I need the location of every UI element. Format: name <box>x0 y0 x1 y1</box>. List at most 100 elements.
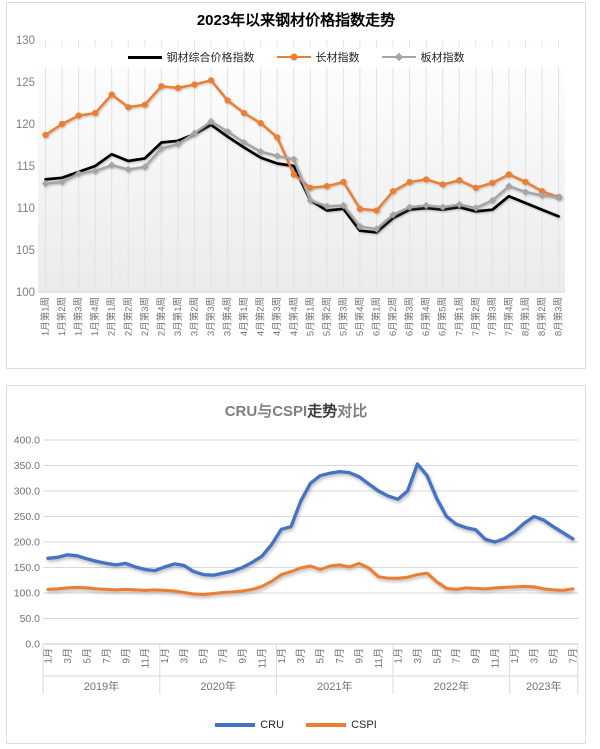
x-tick-label: 3月第1周 <box>172 297 184 336</box>
x-tick-label: 9月 <box>237 648 249 664</box>
data-point-marker <box>323 183 330 190</box>
steel-chart-title: 2023年以来钢材价格指数走势 <box>196 12 396 29</box>
data-point-marker <box>174 84 181 91</box>
data-point-marker <box>75 112 82 119</box>
y-tick-label: 300.0 <box>14 486 40 498</box>
y-tick-label: 100 <box>16 287 35 299</box>
x-tick-label: 3月 <box>62 648 74 664</box>
x-tick-label: 5月 <box>198 648 210 664</box>
y-tick-label: 350.0 <box>14 460 40 472</box>
vertical-gridlines <box>45 40 560 292</box>
data-point-marker <box>456 177 463 184</box>
x-tick-label: 9月 <box>120 648 132 664</box>
data-point-marker <box>108 161 116 169</box>
data-point-marker <box>224 97 231 104</box>
data-point-marker <box>522 178 529 186</box>
series-long-products-index-line <box>42 77 562 214</box>
data-point-marker <box>42 131 49 139</box>
legend-item-long-products: 长材指数 <box>276 49 360 65</box>
data-point-marker <box>257 120 264 127</box>
data-point-marker <box>406 203 414 211</box>
data-point-marker <box>124 165 132 173</box>
data-point-marker <box>538 188 546 195</box>
data-point-marker <box>521 188 530 196</box>
data-point-marker <box>307 184 314 191</box>
data-point-marker <box>274 134 281 141</box>
year-label: 2023年 <box>526 679 561 693</box>
cspi-line-swatch-icon <box>306 723 347 727</box>
data-point-marker <box>241 109 248 117</box>
x-tick-label: 3月 <box>529 648 541 664</box>
data-point-marker <box>439 203 447 211</box>
steel-chart-legend: 钢材综合价格指数 长材指数 板材指数 <box>7 47 585 67</box>
y-tick-label: 50.0 <box>20 613 41 625</box>
legend-label-cspi: CSPI <box>351 719 377 731</box>
x-tick-label: 11月 <box>140 648 152 668</box>
data-point-marker <box>505 171 512 178</box>
x-axis-year-labels: 2019年 2020年 2021年 2022年 2023年 <box>84 679 562 693</box>
data-point-marker <box>141 101 148 108</box>
y-axis-tick-labels: 400.0 350.0 300.0 250.0 200.0 150.0 100.0 50.0 0… <box>14 435 40 651</box>
data-point-marker <box>489 179 496 186</box>
title-part-1: CRU与CSPI <box>224 403 308 420</box>
data-point-marker <box>554 193 563 201</box>
x-tick-label: 3月 <box>412 648 424 664</box>
x-tick-label: 5月 <box>315 648 327 664</box>
x-tick-label: 1月 <box>43 648 55 664</box>
data-point-marker <box>92 109 99 117</box>
data-point-marker <box>158 83 165 90</box>
x-tick-label: 2月第4周 <box>155 297 167 336</box>
x-tick-label: 7月第4周 <box>503 297 515 336</box>
y-tick-label: 200.0 <box>14 537 40 549</box>
steel-chart-svg: 130 125 120 115 110 105 100 1月第1周 1月第2周 1月第3周 1月第4… <box>16 35 565 336</box>
x-tick-label: 6月第2周 <box>387 297 399 336</box>
data-point-marker <box>389 211 397 219</box>
x-tick-label: 3月第4周 <box>222 297 234 336</box>
y-tick-label: 125 <box>16 77 35 89</box>
x-tick-label: 8月第1周 <box>519 297 531 336</box>
data-point-marker <box>207 117 215 126</box>
x-tick-label: 6月第3周 <box>404 297 416 336</box>
y-tick-label: 120 <box>16 119 35 131</box>
x-tick-label: 7月 <box>101 648 113 664</box>
y-tick-label: 150.0 <box>14 562 40 574</box>
x-tick-label: 11月 <box>373 648 385 668</box>
legend-item-cspi: CSPI <box>306 719 377 731</box>
x-tick-label: 7月 <box>334 648 346 664</box>
x-tick-label: 7月第2周 <box>470 297 482 336</box>
x-tick-label: 7月 <box>451 648 463 664</box>
year-label: 2019年 <box>84 679 119 693</box>
y-tick-label: 400.0 <box>14 435 40 447</box>
x-tick-label: 9月 <box>470 648 482 664</box>
flat-products-line-swatch-icon <box>381 52 416 62</box>
y-tick-label: 0.0 <box>25 639 40 651</box>
year-group-separators <box>42 644 579 694</box>
cru-line-swatch-icon <box>215 723 256 727</box>
data-point-marker <box>207 77 215 84</box>
data-point-marker <box>191 81 198 88</box>
legend-label-flat-products: 板材指数 <box>420 52 465 64</box>
x-tick-label: 7月第3周 <box>486 297 498 336</box>
x-tick-label: 1月 <box>276 648 288 664</box>
x-axis-month-labels: 1月 3月 5月 7月 9月 11月 1月 3月 5月 7月 9月 11月 1月 3月 5月 7月 9月 11月 1… <box>43 648 580 668</box>
legend-item-cru: CRU <box>215 719 284 731</box>
x-tick-label: 4月第4周 <box>288 297 300 336</box>
y-tick-label: 250.0 <box>14 511 40 523</box>
y-tick-label: 100.0 <box>14 588 40 600</box>
data-point-marker <box>472 184 479 191</box>
data-point-marker <box>306 196 314 205</box>
data-point-marker <box>323 202 331 210</box>
data-point-marker <box>389 188 397 195</box>
steel-price-index-chart-panel: 130 125 120 115 110 105 100 1月第1周 1月第2周 1月第3周 1月第4… <box>6 2 586 369</box>
data-point-marker <box>423 176 430 183</box>
x-tick-label: 6月第5周 <box>437 297 449 336</box>
composite-line-swatch-icon <box>127 55 162 59</box>
year-label: 2022年 <box>434 679 469 693</box>
legend-label-long-products: 长材指数 <box>315 52 360 64</box>
x-tick-label: 8月第3周 <box>553 297 565 336</box>
data-point-marker <box>108 91 115 98</box>
data-point-marker <box>488 196 496 205</box>
data-point-marker <box>372 225 381 233</box>
x-tick-label: 1月第2周 <box>56 297 68 336</box>
